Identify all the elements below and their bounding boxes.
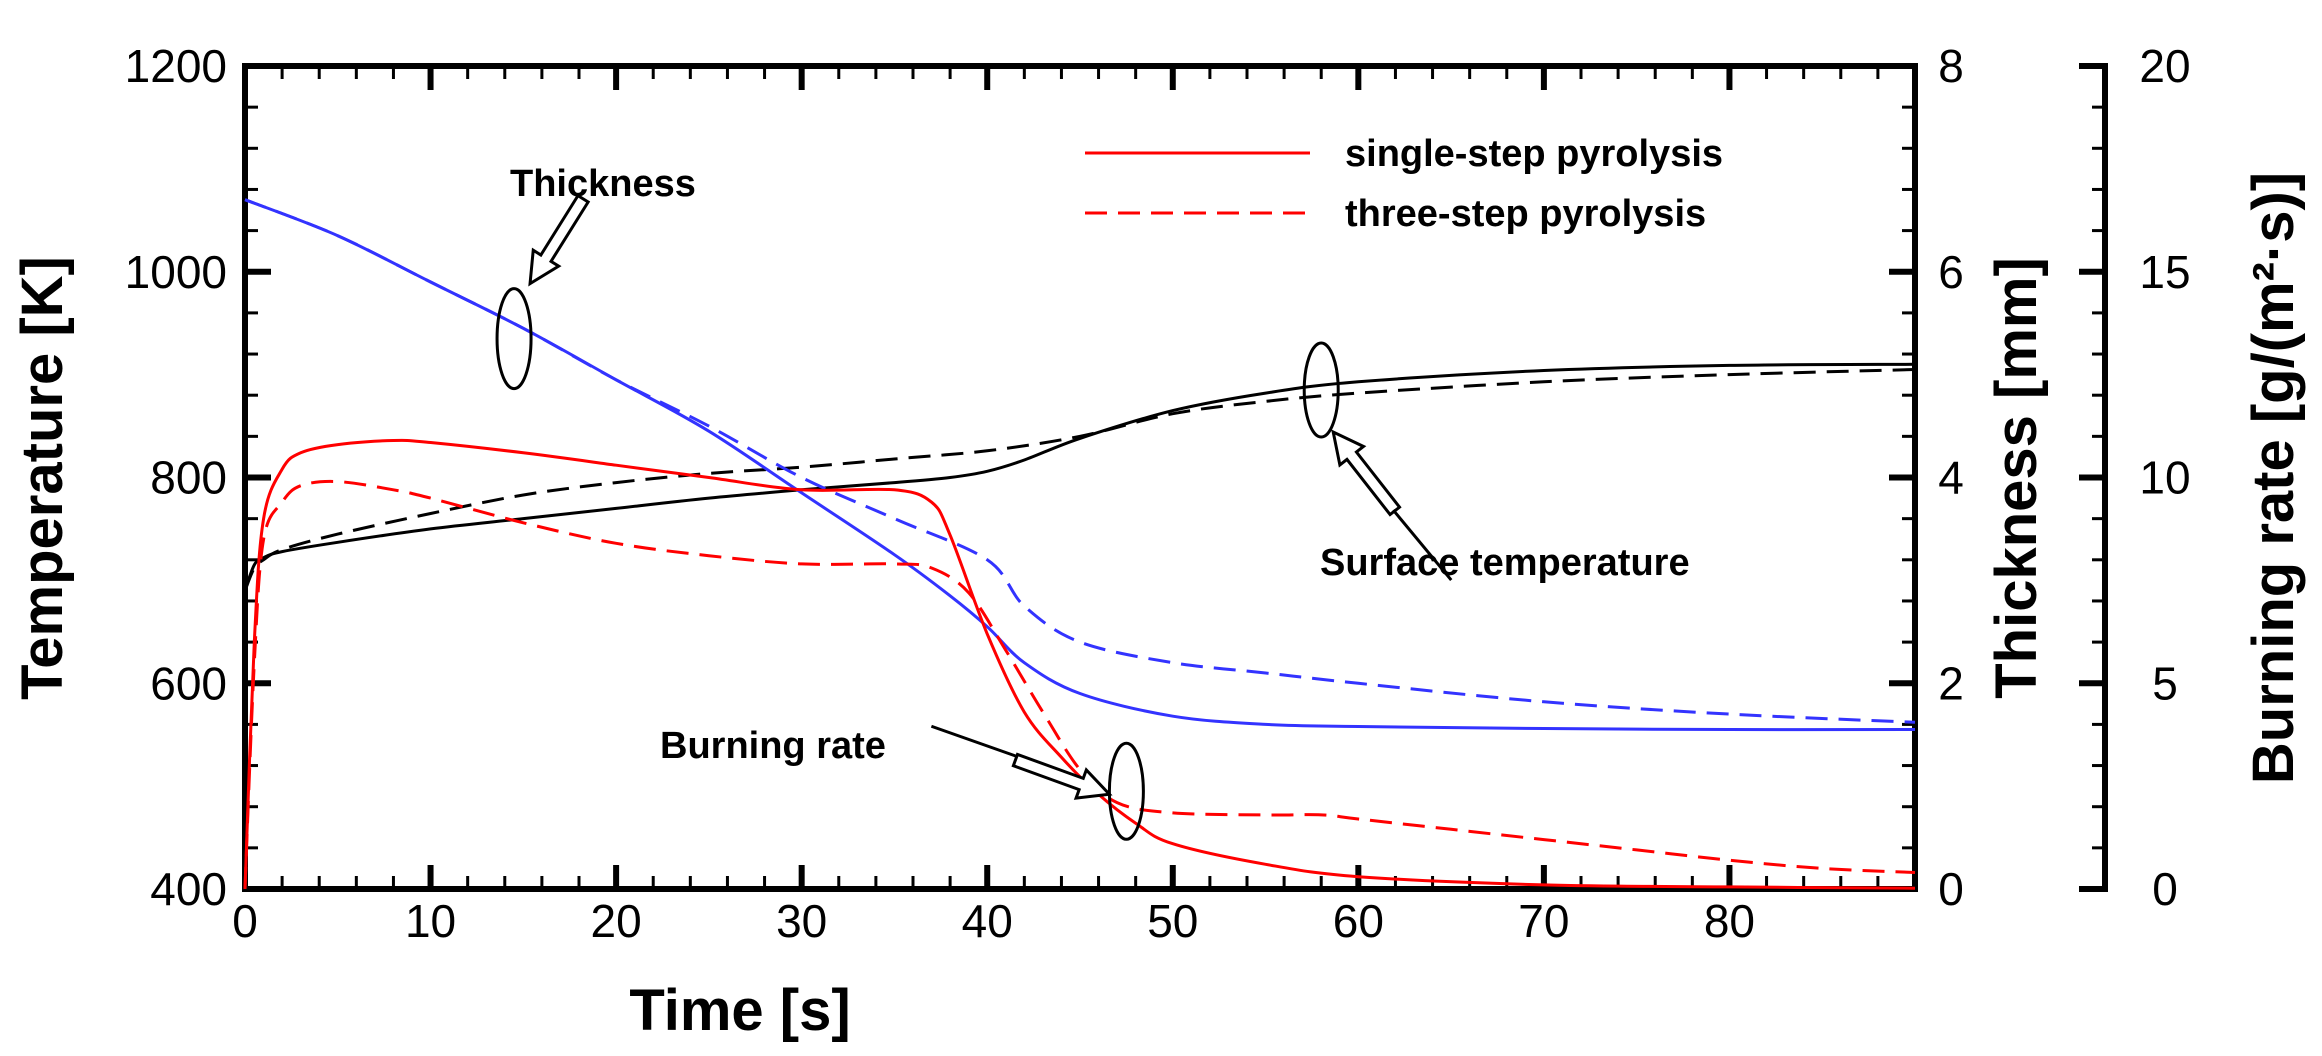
- burning-rate-tick-label: 0: [2152, 863, 2178, 915]
- burning-rate-ellipse: [1107, 741, 1145, 841]
- burning-rate-tick-label: 20: [2139, 40, 2190, 92]
- surface-temperature-arrow: [1331, 429, 1402, 517]
- x-tick-label: 30: [776, 895, 827, 947]
- burning-rate-tick-label: 5: [2152, 657, 2178, 709]
- thickness-tick-label: 6: [1938, 246, 1964, 298]
- x-axis-title: Time [s]: [629, 978, 850, 1043]
- legend-label-three-step-pyrolysis: three-step pyrolysis: [1345, 193, 1706, 235]
- thickness-tick-label: 0: [1938, 863, 1964, 915]
- x-tick-label: 0: [232, 895, 258, 947]
- series-line-thickness-single-step: [244, 198, 1916, 732]
- x-tick-label: 50: [1147, 895, 1198, 947]
- temperature-tick-label: 1200: [125, 40, 227, 92]
- plot-area: Thickness Surface temperature Burning rate…: [125, 40, 2191, 947]
- x-tick-label: 40: [962, 895, 1013, 947]
- y-axis-title-burning-rate: Burning rate [g/(m²·s)]: [2241, 172, 2306, 784]
- thickness-label: Thickness: [510, 163, 696, 205]
- y-axis-title-temperature: Temperature [K]: [10, 256, 75, 700]
- burning-rate-tick-label: 15: [2139, 246, 2190, 298]
- temperature-tick-label: 400: [150, 863, 227, 915]
- surface-temperature-ellipse: [1302, 341, 1340, 439]
- x-tick-label: 20: [591, 895, 642, 947]
- x-tick-label: 10: [405, 895, 456, 947]
- x-tick-label: 80: [1704, 895, 1755, 947]
- series-line-burning-rate-single-step: [243, 438, 1916, 890]
- burning-rate-leader: [930, 724, 1017, 758]
- series-line-burning-rate-three-step: [243, 479, 1916, 890]
- thickness-tick-label: 8: [1938, 40, 1964, 92]
- temperature-tick-label: 600: [150, 657, 227, 709]
- legend-label-single-step-pyrolysis: single-step pyrolysis: [1345, 133, 1723, 175]
- temperature-tick-label: 800: [150, 452, 227, 504]
- surface-temperature-leader: [1392, 509, 1453, 582]
- series-line-thickness-three-step: [244, 198, 1916, 724]
- thickness-arrow: [528, 193, 591, 287]
- tick-marks: [242, 63, 2108, 892]
- thickness-ellipse: [495, 287, 533, 391]
- temperature-tick-label: 1000: [125, 246, 227, 298]
- burning-rate-arrow: [1011, 752, 1113, 800]
- series-layer: [243, 198, 1916, 890]
- x-tick-label: 60: [1333, 895, 1384, 947]
- thickness-tick-label: 2: [1938, 657, 1964, 709]
- plot-frame: [242, 63, 1918, 892]
- burning-rate-tick-label: 10: [2139, 452, 2190, 504]
- thickness-tick-label: 4: [1938, 452, 1964, 504]
- legend: single-step pyrolysis three-step pyrolysi…: [1085, 133, 1723, 235]
- annotation-layer: Thickness Surface temperature Burning rate: [495, 163, 1690, 841]
- burning-rate-label: Burning rate: [660, 725, 886, 767]
- x-tick-label: 70: [1518, 895, 1569, 947]
- series-line-surface-temperature-three-step: [243, 368, 1916, 592]
- tick-labels: 0 10 20 30 40 50 60 70 8040060080010001200024680…: [125, 40, 2191, 947]
- y-axis-title-thickness: Thickness [mm]: [1984, 257, 2049, 699]
- surface-temperature-label: Surface temperature: [1320, 542, 1690, 584]
- series-line-surface-temperature-single-step: [243, 362, 1916, 592]
